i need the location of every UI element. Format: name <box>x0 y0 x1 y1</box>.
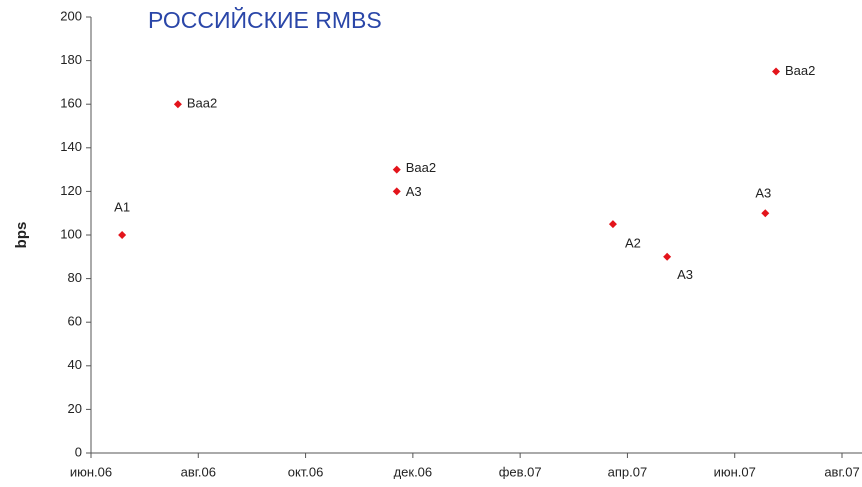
y-tick-label: 180 <box>60 52 82 67</box>
x-tick-label: июн.06 <box>70 464 112 479</box>
data-label: Baa2 <box>187 96 217 111</box>
data-label: A2 <box>625 236 641 251</box>
x-tick-label: окт.06 <box>288 464 324 479</box>
point <box>392 165 401 174</box>
y-tick-label: 80 <box>68 270 82 285</box>
y-tick-label: 60 <box>68 314 82 329</box>
data-label: A1 <box>114 199 130 214</box>
y-tick-label: 20 <box>68 401 82 416</box>
y-tick-label: 40 <box>68 357 82 372</box>
x-tick-label: фев.07 <box>499 464 542 479</box>
data-label: Baa2 <box>785 63 815 78</box>
x-tick-label: июн.07 <box>714 464 756 479</box>
y-tick-label: 140 <box>60 139 82 154</box>
data-label: A3 <box>406 184 422 199</box>
point <box>173 100 182 109</box>
point <box>118 231 127 239</box>
point <box>772 67 781 76</box>
point <box>392 187 401 196</box>
x-tick-label: апр.07 <box>608 464 648 479</box>
y-tick-label: 0 <box>75 444 82 459</box>
point <box>608 220 617 229</box>
point <box>761 209 770 218</box>
y-tick-label: 120 <box>60 183 82 198</box>
x-tick-label: дек.06 <box>394 464 433 479</box>
y-tick-label: 200 <box>60 8 82 23</box>
y-axis-label: bps <box>13 222 30 249</box>
y-tick-label: 160 <box>60 96 82 111</box>
point <box>663 252 672 261</box>
data-label: Baa2 <box>406 160 436 175</box>
x-tick-label: авг.07 <box>824 464 859 479</box>
data-label: A3 <box>677 267 693 282</box>
chart-title: РОССИЙСКИЕ RMBS <box>148 6 382 33</box>
data-label: A3 <box>755 186 771 201</box>
x-tick-label: авг.06 <box>181 464 216 479</box>
y-tick-label: 100 <box>60 226 82 241</box>
